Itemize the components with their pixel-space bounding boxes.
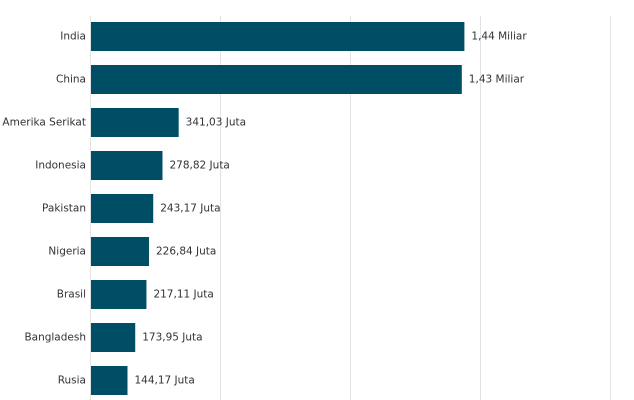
bar-india	[91, 22, 465, 51]
value-label: 217,11 Juta	[153, 289, 213, 301]
bar-indonesia	[91, 151, 163, 180]
category-label: Indonesia	[35, 160, 86, 172]
category-label: Brasil	[57, 289, 86, 301]
value-label: 144,17 Juta	[134, 375, 194, 387]
bars	[91, 22, 465, 395]
category-labels: India China Amerika Serikat Indonesia Pakist…	[2, 31, 86, 387]
bar-nigeria	[91, 237, 149, 266]
value-labels: 1,44 Miliar 1,43 Miliar 341,03 Juta 278,82 …	[134, 31, 527, 387]
category-label: China	[56, 74, 86, 86]
category-label: Rusia	[58, 375, 86, 387]
value-label: 1,44 Miliar	[471, 31, 527, 43]
category-label: Nigeria	[48, 246, 86, 258]
bar-rusia	[91, 366, 128, 395]
bar-brasil	[91, 280, 147, 309]
bar-amerika-serikat	[91, 108, 179, 137]
category-label: India	[60, 31, 86, 43]
bar-china	[91, 65, 462, 94]
value-label: 278,82 Juta	[169, 160, 229, 172]
value-label: 341,03 Juta	[186, 117, 246, 129]
bar-bangladesh	[91, 323, 136, 352]
value-label: 226,84 Juta	[156, 246, 216, 258]
category-label: Amerika Serikat	[2, 117, 86, 129]
value-label: 173,95 Juta	[142, 332, 202, 344]
bar-pakistan	[91, 194, 154, 223]
category-label: Pakistan	[42, 203, 86, 215]
value-label: 1,43 Miliar	[469, 74, 525, 86]
category-label: Bangladesh	[24, 332, 86, 344]
value-label: 243,17 Juta	[160, 203, 220, 215]
